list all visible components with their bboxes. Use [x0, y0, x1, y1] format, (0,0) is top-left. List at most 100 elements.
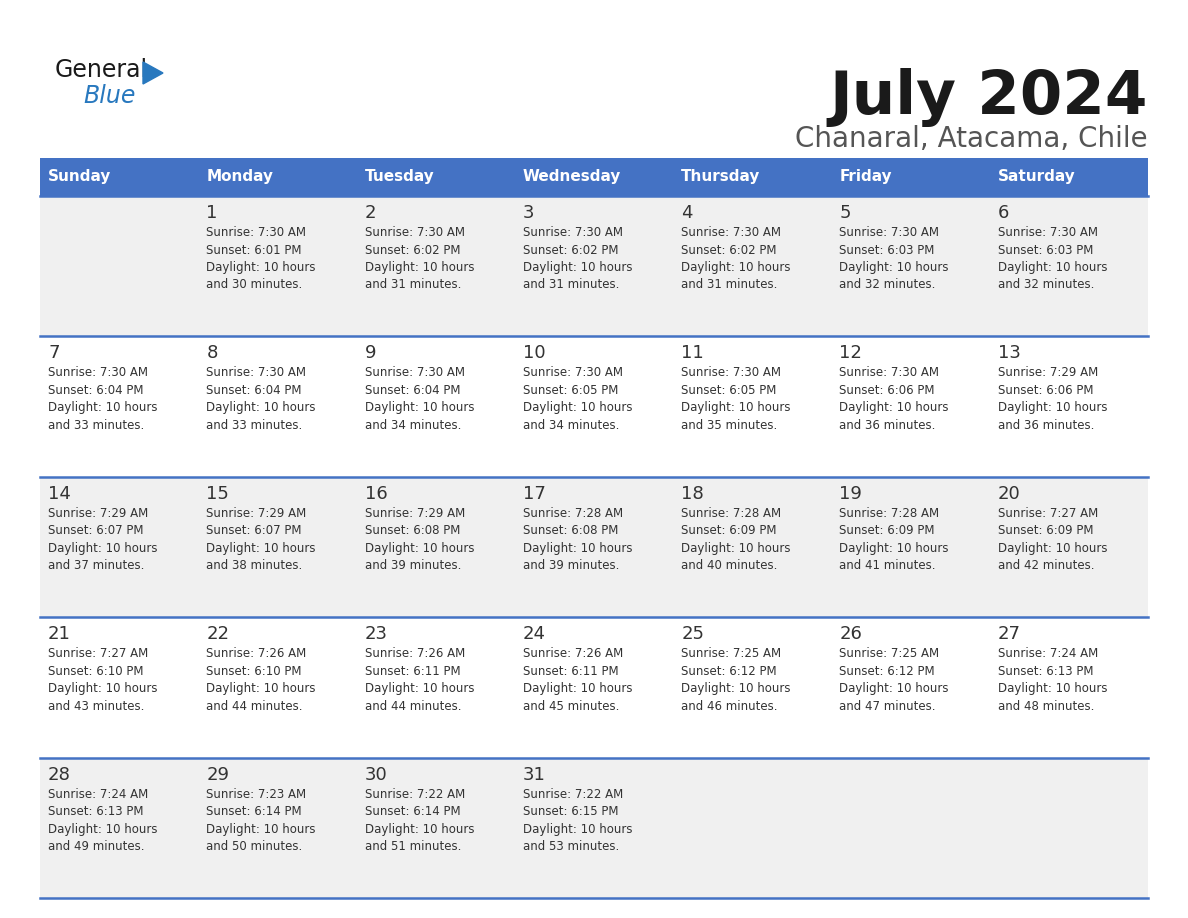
Text: July 2024: July 2024: [829, 68, 1148, 127]
Text: 24: 24: [523, 625, 545, 644]
Text: and 46 minutes.: and 46 minutes.: [681, 700, 778, 712]
Text: Sunrise: 7:30 AM: Sunrise: 7:30 AM: [681, 366, 782, 379]
Text: Sunrise: 7:30 AM: Sunrise: 7:30 AM: [840, 366, 940, 379]
Text: Sunrise: 7:30 AM: Sunrise: 7:30 AM: [523, 226, 623, 239]
Text: and 35 minutes.: and 35 minutes.: [681, 419, 777, 431]
Text: Sunset: 6:02 PM: Sunset: 6:02 PM: [523, 243, 619, 256]
Text: Sunset: 6:13 PM: Sunset: 6:13 PM: [998, 665, 1093, 677]
Text: Daylight: 10 hours: Daylight: 10 hours: [207, 401, 316, 414]
Text: and 33 minutes.: and 33 minutes.: [48, 419, 144, 431]
Text: 22: 22: [207, 625, 229, 644]
Text: and 43 minutes.: and 43 minutes.: [48, 700, 145, 712]
Text: Daylight: 10 hours: Daylight: 10 hours: [48, 823, 158, 835]
Text: Sunset: 6:03 PM: Sunset: 6:03 PM: [840, 243, 935, 256]
Bar: [40, 196, 1148, 336]
Text: 13: 13: [998, 344, 1020, 363]
Text: 17: 17: [523, 485, 545, 503]
Text: 3: 3: [523, 204, 535, 222]
Text: Daylight: 10 hours: Daylight: 10 hours: [207, 542, 316, 554]
Text: Sunrise: 7:30 AM: Sunrise: 7:30 AM: [207, 366, 307, 379]
Text: 14: 14: [48, 485, 71, 503]
Text: Sunrise: 7:30 AM: Sunrise: 7:30 AM: [365, 366, 465, 379]
Text: Sunset: 6:09 PM: Sunset: 6:09 PM: [840, 524, 935, 537]
Text: and 31 minutes.: and 31 minutes.: [365, 278, 461, 292]
Text: Daylight: 10 hours: Daylight: 10 hours: [840, 261, 949, 274]
Text: Daylight: 10 hours: Daylight: 10 hours: [48, 682, 158, 695]
Bar: [40, 617, 1148, 757]
Text: Sunset: 6:03 PM: Sunset: 6:03 PM: [998, 243, 1093, 256]
Text: Saturday: Saturday: [998, 170, 1075, 185]
Text: Daylight: 10 hours: Daylight: 10 hours: [681, 542, 791, 554]
Text: Sunrise: 7:26 AM: Sunrise: 7:26 AM: [523, 647, 624, 660]
Text: and 41 minutes.: and 41 minutes.: [840, 559, 936, 572]
Text: 26: 26: [840, 625, 862, 644]
Text: and 39 minutes.: and 39 minutes.: [523, 559, 619, 572]
Text: 23: 23: [365, 625, 387, 644]
Text: Sunset: 6:09 PM: Sunset: 6:09 PM: [998, 524, 1093, 537]
Text: Chanaral, Atacama, Chile: Chanaral, Atacama, Chile: [796, 125, 1148, 153]
Text: and 44 minutes.: and 44 minutes.: [365, 700, 461, 712]
Text: Sunset: 6:02 PM: Sunset: 6:02 PM: [681, 243, 777, 256]
Text: Sunset: 6:02 PM: Sunset: 6:02 PM: [365, 243, 460, 256]
Text: Sunrise: 7:29 AM: Sunrise: 7:29 AM: [365, 507, 465, 520]
Text: and 37 minutes.: and 37 minutes.: [48, 559, 145, 572]
Text: and 42 minutes.: and 42 minutes.: [998, 559, 1094, 572]
Text: Daylight: 10 hours: Daylight: 10 hours: [207, 682, 316, 695]
Text: Sunset: 6:07 PM: Sunset: 6:07 PM: [207, 524, 302, 537]
Text: 12: 12: [840, 344, 862, 363]
Text: Sunset: 6:11 PM: Sunset: 6:11 PM: [523, 665, 619, 677]
Text: Daylight: 10 hours: Daylight: 10 hours: [365, 401, 474, 414]
Text: and 45 minutes.: and 45 minutes.: [523, 700, 619, 712]
Text: Daylight: 10 hours: Daylight: 10 hours: [681, 682, 791, 695]
Text: Sunrise: 7:27 AM: Sunrise: 7:27 AM: [998, 507, 1098, 520]
Text: and 40 minutes.: and 40 minutes.: [681, 559, 777, 572]
Text: Sunday: Sunday: [48, 170, 112, 185]
Text: and 44 minutes.: and 44 minutes.: [207, 700, 303, 712]
Text: and 51 minutes.: and 51 minutes.: [365, 840, 461, 853]
Bar: [40, 336, 1148, 476]
Text: Daylight: 10 hours: Daylight: 10 hours: [840, 682, 949, 695]
Text: and 38 minutes.: and 38 minutes.: [207, 559, 303, 572]
Text: Daylight: 10 hours: Daylight: 10 hours: [523, 542, 632, 554]
Text: and 53 minutes.: and 53 minutes.: [523, 840, 619, 853]
Text: Daylight: 10 hours: Daylight: 10 hours: [681, 261, 791, 274]
Text: Sunset: 6:05 PM: Sunset: 6:05 PM: [681, 384, 777, 397]
Text: Sunset: 6:06 PM: Sunset: 6:06 PM: [998, 384, 1093, 397]
Text: Sunrise: 7:24 AM: Sunrise: 7:24 AM: [48, 788, 148, 800]
Text: 7: 7: [48, 344, 59, 363]
Text: Daylight: 10 hours: Daylight: 10 hours: [523, 261, 632, 274]
Text: Sunrise: 7:28 AM: Sunrise: 7:28 AM: [681, 507, 782, 520]
Text: 5: 5: [840, 204, 851, 222]
Text: 28: 28: [48, 766, 71, 784]
Bar: [514, 158, 674, 196]
Text: and 32 minutes.: and 32 minutes.: [840, 278, 936, 292]
Text: Sunset: 6:08 PM: Sunset: 6:08 PM: [523, 524, 618, 537]
Text: General: General: [55, 58, 148, 82]
Bar: [674, 158, 832, 196]
Text: Sunrise: 7:29 AM: Sunrise: 7:29 AM: [998, 366, 1098, 379]
Text: 19: 19: [840, 485, 862, 503]
Text: 29: 29: [207, 766, 229, 784]
Text: Sunrise: 7:28 AM: Sunrise: 7:28 AM: [523, 507, 623, 520]
Text: Daylight: 10 hours: Daylight: 10 hours: [365, 823, 474, 835]
Text: Daylight: 10 hours: Daylight: 10 hours: [365, 261, 474, 274]
Bar: [40, 757, 1148, 898]
Text: and 36 minutes.: and 36 minutes.: [998, 419, 1094, 431]
Text: Sunrise: 7:26 AM: Sunrise: 7:26 AM: [365, 647, 465, 660]
Text: Daylight: 10 hours: Daylight: 10 hours: [365, 542, 474, 554]
Text: Sunset: 6:14 PM: Sunset: 6:14 PM: [365, 805, 460, 818]
Text: Daylight: 10 hours: Daylight: 10 hours: [523, 823, 632, 835]
Text: 16: 16: [365, 485, 387, 503]
Text: and 48 minutes.: and 48 minutes.: [998, 700, 1094, 712]
Text: and 34 minutes.: and 34 minutes.: [523, 419, 619, 431]
Bar: [198, 158, 356, 196]
Text: and 47 minutes.: and 47 minutes.: [840, 700, 936, 712]
Text: Sunrise: 7:26 AM: Sunrise: 7:26 AM: [207, 647, 307, 660]
Text: Sunset: 6:15 PM: Sunset: 6:15 PM: [523, 805, 619, 818]
Text: and 32 minutes.: and 32 minutes.: [998, 278, 1094, 292]
Text: and 34 minutes.: and 34 minutes.: [365, 419, 461, 431]
Text: Sunrise: 7:24 AM: Sunrise: 7:24 AM: [998, 647, 1098, 660]
Text: Wednesday: Wednesday: [523, 170, 621, 185]
Text: and 50 minutes.: and 50 minutes.: [207, 840, 303, 853]
Text: Sunset: 6:06 PM: Sunset: 6:06 PM: [840, 384, 935, 397]
